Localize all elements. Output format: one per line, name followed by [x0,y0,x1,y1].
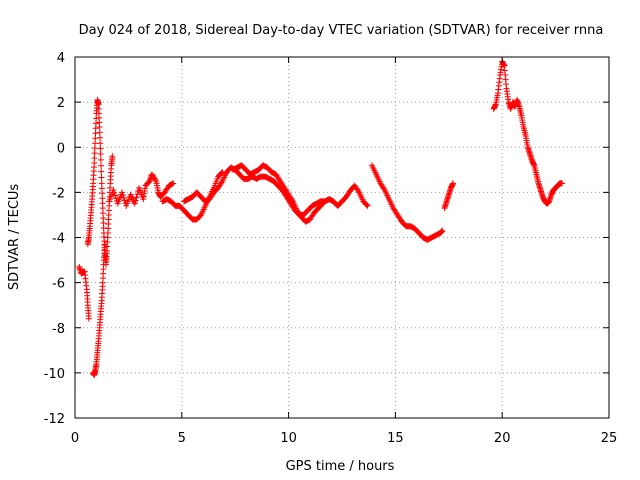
y-tick-label: 0 [57,141,65,156]
data-point [170,180,177,187]
data-point [355,188,362,195]
data-point [101,241,108,248]
data-point [98,174,105,181]
x-tick-label: 10 [280,431,297,446]
data-point [112,192,119,199]
data-point [450,180,457,187]
data-point [439,227,446,234]
data-point [132,197,139,204]
data-point [98,168,105,175]
data-point [121,197,128,204]
data-point [111,189,118,196]
data-point [319,200,326,207]
data-point [85,315,92,322]
data-point [110,187,117,194]
data-point [97,151,104,158]
data-point [96,134,103,141]
data-point [218,179,225,186]
data-point [131,200,138,207]
data-point [96,129,103,136]
data-point [218,169,225,176]
data-point [97,156,104,163]
data-point [559,180,566,187]
data-point [318,201,325,208]
data-point [380,185,387,192]
y-tick-label: -4 [52,232,65,247]
chart-title: Day 024 of 2018, Sidereal Day-to-day VTE… [79,23,604,38]
data-point [96,123,103,130]
y-tick-label: 4 [57,51,65,66]
y-tick-label: 2 [57,96,65,111]
data-point [98,162,105,169]
data-point [113,195,120,202]
data-point [363,202,370,209]
data-points [76,58,566,379]
x-axis-ticks: 0 5 10 15 20 25 [71,57,617,446]
data-point [109,153,116,160]
x-axis-label: GPS time / hours [286,459,395,474]
y-axis-label: SDTVAR / TECUs [7,184,22,291]
y-tick-label: -2 [52,186,65,201]
y-axis-ticks: 4 2 0 -2 -4 -6 -8 -10 -12 [44,51,609,427]
x-tick-label: 20 [494,431,511,446]
data-point [97,140,104,147]
x-tick-label: 5 [178,431,186,446]
data-point [152,176,159,183]
data-point [364,202,371,209]
y-tick-label: -6 [52,277,65,292]
data-point [133,194,140,201]
x-tick-label: 15 [387,431,404,446]
x-tick-label: 0 [71,431,79,446]
data-point [97,145,104,152]
y-tick-label: -12 [44,412,65,427]
x-tick-label: 25 [601,431,618,446]
y-tick-label: -8 [52,322,65,337]
data-point [289,197,296,204]
y-tick-label: -10 [44,367,65,382]
data-point [120,194,127,201]
data-point [118,189,125,196]
data-point [119,192,126,199]
